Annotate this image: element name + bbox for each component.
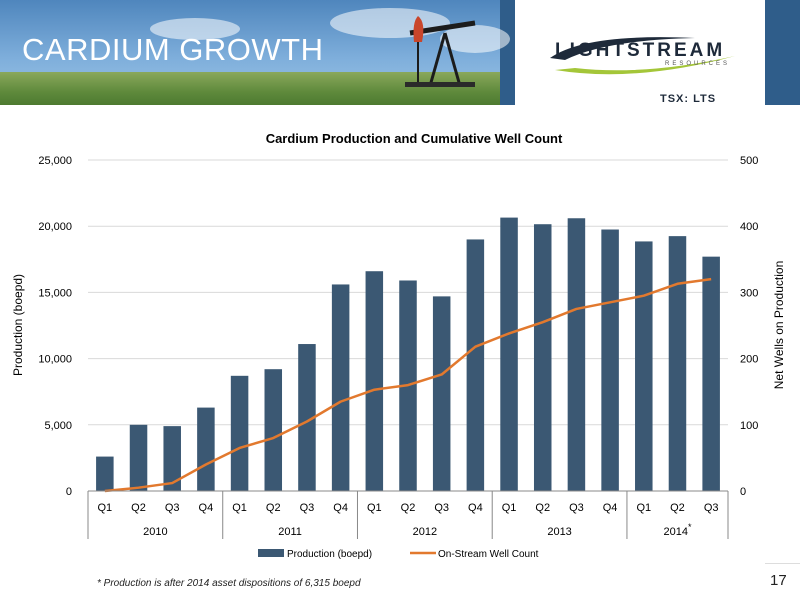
bar [331,284,350,491]
chart-title: Cardium Production and Cumulative Well C… [266,131,563,146]
x-tick-label: Q2 [401,502,416,514]
y-tick-label: 15,000 [38,287,72,299]
legend-bar-swatch [258,549,284,557]
x-tick-label: Q1 [502,502,517,514]
year-group-label: 2013 [547,526,571,538]
bar [163,426,181,491]
x-tick-label: Q3 [704,502,719,514]
x-tick-label: Q4 [199,502,214,514]
slide-title: CARDIUM GROWTH [22,32,324,67]
bar [365,271,384,491]
y2-tick-label: 500 [740,155,758,167]
y-tick-label: 10,000 [38,354,72,366]
legend: Production (boepd) On-Stream Well Count [258,549,539,560]
bar [197,407,215,491]
page-number-box [765,563,800,600]
axes: 0 5,000 10,000 15,000 20,000 25,000 0 100 200 300… [38,155,758,539]
year-group-label: 2014* [663,522,691,538]
x-tick-label: Q3 [434,502,449,514]
x-tick-label: Q3 [300,502,315,514]
x-tick-label: Q2 [131,502,146,514]
slide-header: CARDIUM GROWTH LIGHTSTREAM RESOURCES TSX… [0,0,800,105]
x-tick-label: Q3 [165,502,180,514]
company-logo: LIGHTSTREAM RESOURCES TSX: LTS [515,0,765,105]
grass-field [0,72,500,105]
bar [264,369,283,491]
y-tick-label: 25,000 [38,155,72,167]
logo-wordmark: LIGHTSTREAM [555,40,726,61]
cloud [440,25,510,53]
y2-axis-label: Net Wells on Production [772,261,786,390]
bar [432,296,451,491]
y-tick-label: 0 [66,486,72,498]
y2-tick-label: 300 [740,287,758,299]
page-number: 17 [770,572,787,589]
cloud [150,18,240,40]
bar [129,424,148,491]
bar [230,375,249,491]
bar [466,239,485,491]
y2-tick-label: 0 [740,486,746,498]
bar [96,456,114,491]
x-tick-label: Q1 [232,502,247,514]
header-accent-strip [765,0,800,105]
bar-series [96,217,720,492]
year-group-label: 2010 [143,526,167,538]
y-tick-label: 20,000 [38,221,72,233]
legend-label-wells: On-Stream Well Count [438,549,539,560]
ticker-symbol: TSX: LTS [660,93,717,105]
cloud [330,8,450,38]
footnote: * Production is after 2014 asset disposi… [97,578,361,589]
line-series [104,277,712,493]
pumpjack-icon [405,16,476,87]
year-group-label: 2011 [278,526,302,538]
x-tick-label: Q3 [569,502,584,514]
combo-chart: Cardium Production and Cumulative Well C… [11,131,786,560]
x-tick-label: Q1 [636,502,651,514]
y2-tick-label: 100 [740,420,758,432]
bar [635,241,653,491]
x-tick-label: Q4 [333,502,348,514]
logo-subtitle: RESOURCES [665,61,731,67]
x-tick-label: Q4 [468,502,483,514]
y-tick-label: 5,000 [44,420,72,432]
header-photo [0,0,510,105]
bar [702,256,720,491]
legend-label-production: Production (boepd) [287,549,372,560]
well-count-line [104,277,712,493]
y2-tick-label: 400 [740,221,758,233]
x-tick-label: Q1 [97,502,112,514]
bar [668,236,687,491]
x-tick-label: Q1 [367,502,382,514]
x-tick-label: Q2 [670,502,685,514]
bar [500,217,518,491]
year-group-marker: * [688,522,692,532]
logo-swoosh-icon [550,37,735,75]
x-tick-label: Q2 [535,502,550,514]
x-tick-label: Q4 [603,502,618,514]
bar [533,224,552,492]
year-group-label: 2012 [413,526,437,538]
x-tick-label: Q2 [266,502,281,514]
bar [298,344,316,491]
bar [567,218,586,492]
bar [601,229,619,491]
y-axis-label: Production (boepd) [11,274,25,376]
y2-tick-label: 200 [740,354,758,366]
